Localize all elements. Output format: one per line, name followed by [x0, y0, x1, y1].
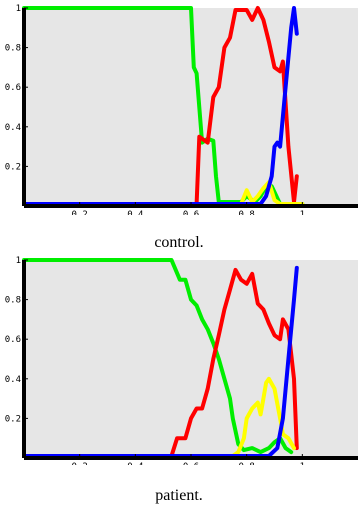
control-x-tick-label-2: 0.6: [183, 210, 199, 215]
control-series-2: [22, 180, 305, 206]
patient-x-tick-label-2: 0.6: [183, 462, 199, 465]
patient-y-tick-label-0: 0.2: [5, 414, 21, 424]
patient-x-tick-label-4: 1: [300, 462, 305, 465]
patient-chart-svg: 0.2 0.4 0.6 0.8 1 0.2 0.4 0.6 0.8 1: [5, 256, 358, 465]
patient-y-tick-label-4: 1: [16, 256, 21, 266]
control-y-tick-label-4: 1: [16, 4, 21, 14]
patient-y-tick-label-1: 0.4: [5, 375, 21, 385]
control-x-tick-label-3: 0.8: [239, 210, 255, 215]
patient-y-tick-label-2: 0.6: [5, 335, 21, 345]
patient-x-tick-label-1: 0.4: [127, 462, 143, 465]
control-caption: control.: [154, 234, 204, 251]
patient-plot-area: [24, 260, 358, 458]
patient-x-tick-label-0: 0.2: [72, 462, 88, 465]
patient-series-1: [22, 267, 299, 458]
control-series-3: [22, 6, 299, 206]
patient-x-tick-label-3: 0.8: [239, 462, 255, 465]
patient-y-tick-label-3: 0.8: [5, 296, 21, 306]
control-chart-svg: 0.2 0.4 0.6 0.8 1 0.2 0.4 0.6 0.8 1: [5, 4, 358, 215]
control-y-tick-label-2: 0.6: [5, 83, 21, 93]
control-x-tick-label-4: 1: [300, 210, 305, 215]
control-x-tick-label-1: 0.4: [127, 210, 143, 215]
control-y-tick-label-0: 0.2: [5, 162, 21, 172]
control-x-tick-label-0: 0.2: [72, 210, 88, 215]
control-y-tick-label-3: 0.8: [5, 44, 21, 54]
patient-series-0: [22, 258, 294, 455]
control-series-1: [22, 6, 299, 206]
patient-chart: 0.2 0.4 0.6 0.8 1 0.2 0.4 0.6 0.8 1: [0, 253, 358, 465]
control-y-tick-label-1: 0.4: [5, 123, 21, 133]
control-chart: 0.2 0.4 0.6 0.8 1 0.2 0.4 0.6 0.8 1: [0, 0, 358, 215]
patient-caption: patient.: [155, 487, 203, 504]
